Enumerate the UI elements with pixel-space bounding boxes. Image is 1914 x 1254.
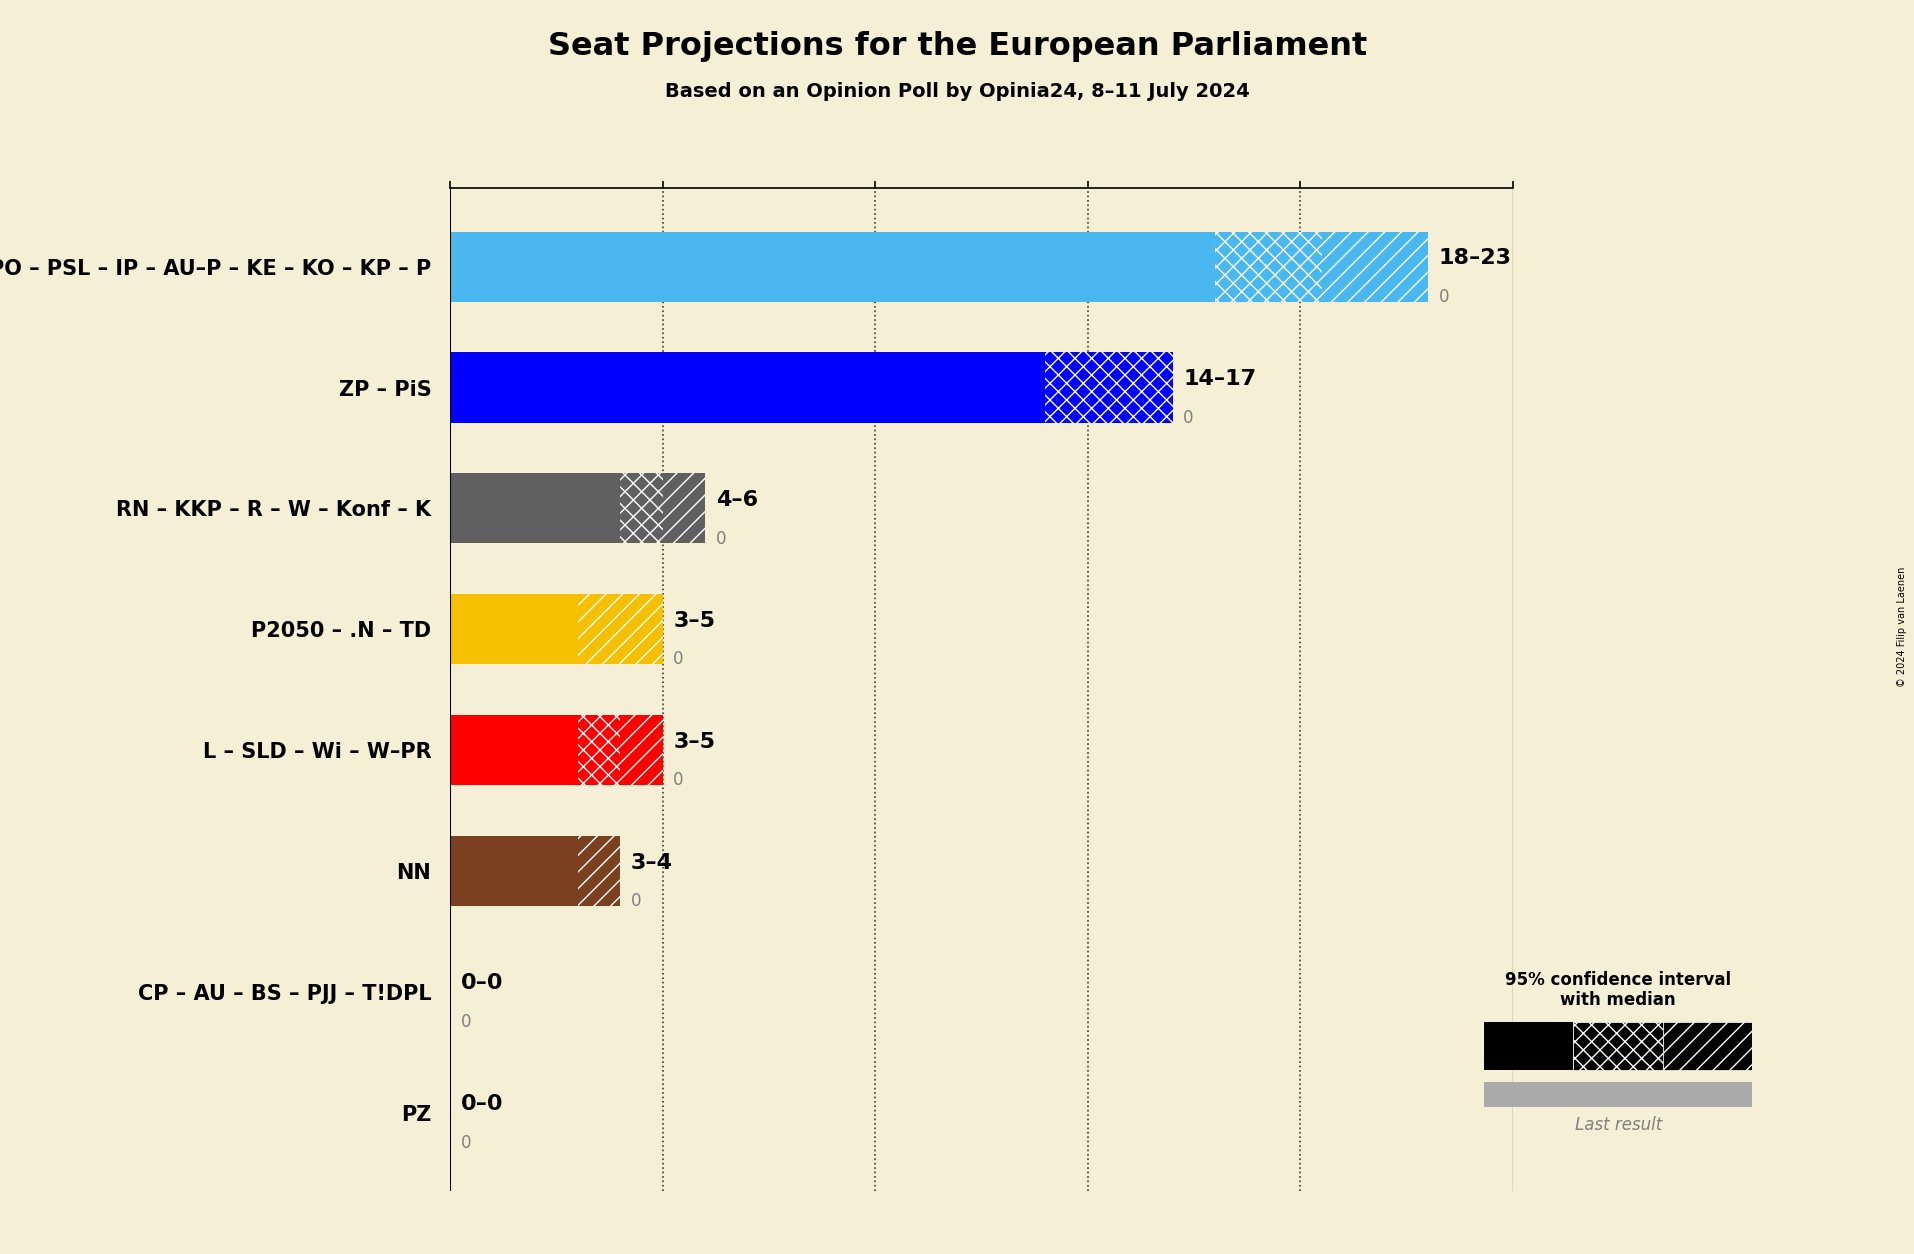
Bar	[450, 715, 578, 785]
Bar	[578, 715, 620, 785]
Text: Seat Projections for the European Parliament: Seat Projections for the European Parlia…	[547, 31, 1367, 63]
Bar	[450, 594, 578, 665]
Text: 0: 0	[461, 1134, 471, 1152]
Text: 18–23: 18–23	[1437, 248, 1510, 268]
Text: Last result: Last result	[1573, 1116, 1661, 1134]
Bar	[1045, 352, 1108, 423]
Bar	[450, 473, 620, 543]
Text: 0: 0	[674, 651, 683, 668]
Text: Based on an Opinion Poll by Opinia24, 8–11 July 2024: Based on an Opinion Poll by Opinia24, 8–…	[664, 82, 1250, 100]
Bar	[1483, 1022, 1573, 1070]
Bar	[620, 594, 662, 665]
Text: 0: 0	[1183, 409, 1192, 426]
Bar	[578, 836, 599, 907]
Bar	[450, 232, 1215, 302]
Text: 0: 0	[461, 1013, 471, 1031]
Text: 0–0: 0–0	[461, 1095, 503, 1115]
Text: 3–5: 3–5	[674, 611, 714, 631]
Text: 3–5: 3–5	[674, 731, 714, 751]
Text: © 2024 Filip van Laenen: © 2024 Filip van Laenen	[1895, 567, 1906, 687]
Text: 0: 0	[1437, 288, 1449, 306]
Bar	[1661, 1022, 1751, 1070]
Bar	[1483, 1081, 1751, 1107]
Text: 95% confidence interval
with median: 95% confidence interval with median	[1504, 971, 1730, 1009]
Bar	[662, 473, 704, 543]
Text: 4–6: 4–6	[716, 490, 758, 510]
Text: 0–0: 0–0	[461, 973, 503, 993]
Text: 0: 0	[630, 892, 641, 910]
Bar	[620, 473, 662, 543]
Bar	[1215, 232, 1321, 302]
Bar	[450, 352, 1045, 423]
Bar	[599, 836, 620, 907]
Bar	[578, 594, 620, 665]
Text: 0: 0	[716, 529, 725, 548]
Bar	[1573, 1022, 1661, 1070]
Bar	[620, 715, 662, 785]
Bar	[450, 836, 578, 907]
Text: 14–17: 14–17	[1183, 369, 1256, 389]
Bar	[1108, 352, 1171, 423]
Bar	[1321, 232, 1428, 302]
Text: 3–4: 3–4	[630, 853, 672, 873]
Text: 0: 0	[674, 771, 683, 789]
